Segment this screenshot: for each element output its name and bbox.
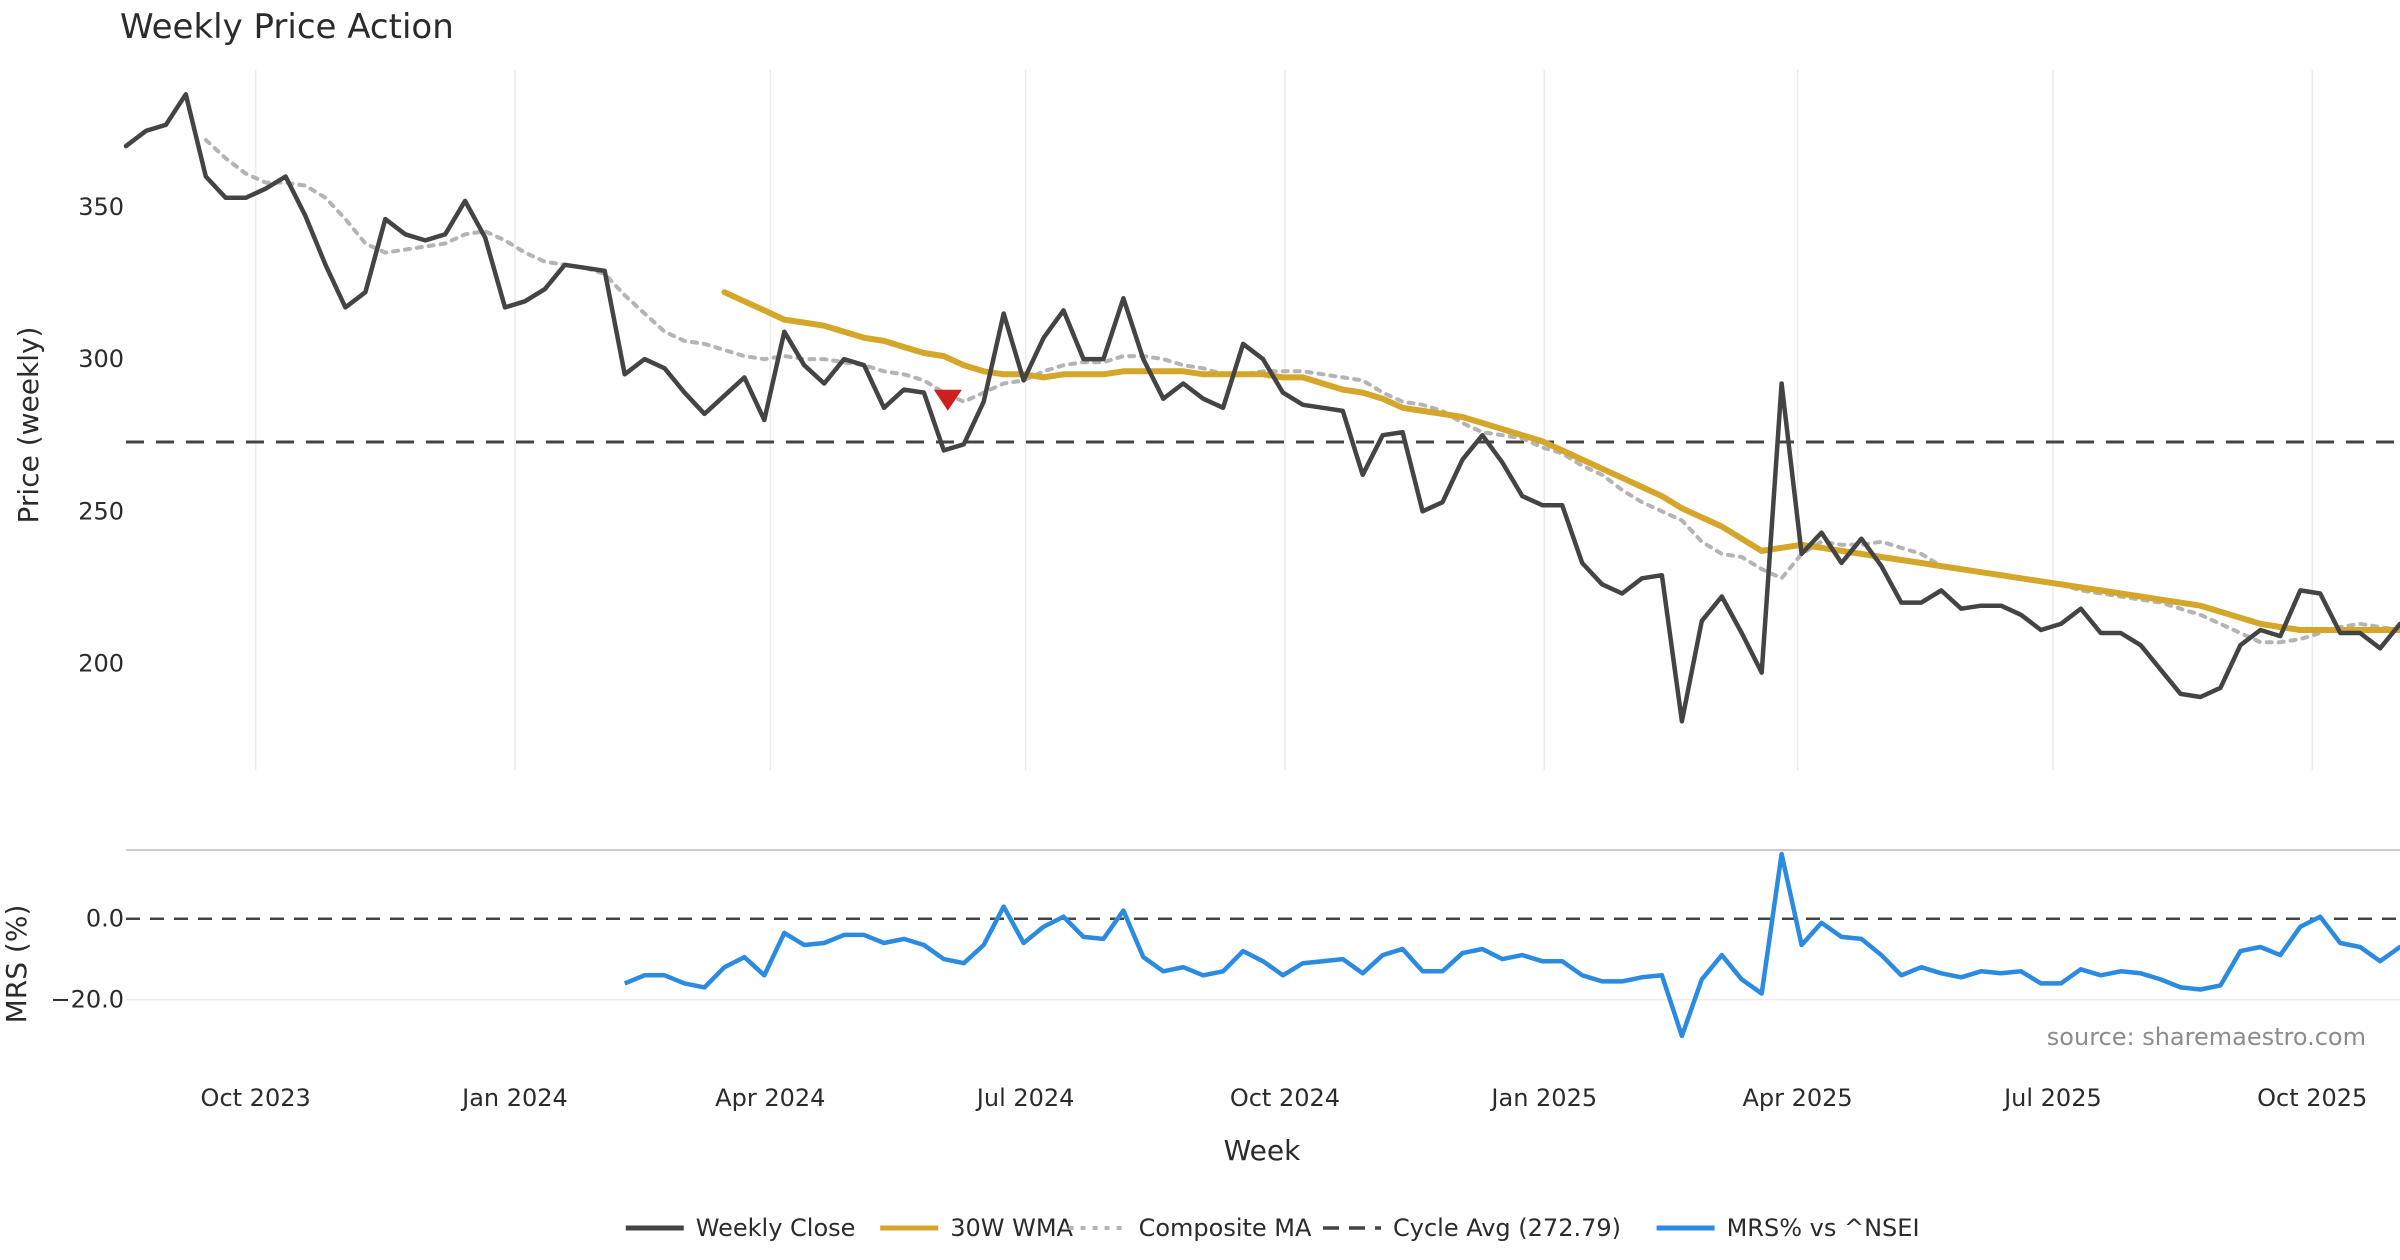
x-tick-label: Jan 2025 <box>1489 1084 1597 1112</box>
x-tick-label: Jul 2025 <box>2002 1084 2102 1112</box>
mrs-line <box>623 851 2400 1039</box>
mrs-y-tick-label: −20.0 <box>50 986 124 1014</box>
price-y-ticks: 200 250 300 350 <box>78 193 124 678</box>
price-y-tick-label: 200 <box>78 649 124 677</box>
x-tick-label: Apr 2025 <box>1742 1084 1852 1112</box>
legend-label: 30W WMA <box>950 1214 1073 1242</box>
x-tick-label: Oct 2023 <box>201 1084 311 1112</box>
x-tick-label: Oct 2024 <box>1230 1084 1340 1112</box>
price-series <box>123 92 2400 724</box>
legend-label: Composite MA <box>1139 1214 1312 1242</box>
wma-30w-line <box>721 289 2400 634</box>
price-y-tick-label: 350 <box>78 193 124 221</box>
price-panel: 200 250 300 350 <box>78 92 2400 724</box>
price-y-tick-label: 250 <box>78 497 124 525</box>
x-tick-label: Jan 2024 <box>460 1084 568 1112</box>
legend-label: MRS% vs ^NSEI <box>1727 1214 1920 1242</box>
x-axis-title: Week <box>1224 1134 1301 1167</box>
mrs-y-ticks: 0.0 −20.0 <box>50 905 2400 1014</box>
legend-item: Weekly Close <box>625 1214 856 1242</box>
x-tick-label: Oct 2025 <box>2257 1084 2367 1112</box>
legend-label: Cycle Avg (272.79) <box>1393 1214 1621 1242</box>
legend-item: Cycle Avg (272.79) <box>1323 1214 1621 1242</box>
x-tick-label: Apr 2024 <box>715 1084 825 1112</box>
legend-item: 30W WMA <box>880 1214 1074 1242</box>
vertical-gridlines <box>254 70 2313 770</box>
mrs-y-tick-label: 0.0 <box>86 905 124 933</box>
sell-signal-marker <box>933 389 962 411</box>
legend: Weekly Close 30W WMA Composite MA Cycle Avg… <box>625 1214 1920 1242</box>
price-y-axis-title: Price (weekly) <box>12 327 45 524</box>
mrs-panel: 0.0 −20.0 <box>50 851 2400 1039</box>
legend-label: Weekly Close <box>696 1214 856 1242</box>
x-tick-label: Jul 2024 <box>975 1084 1075 1112</box>
mrs-y-axis-title: MRS (%) <box>0 905 33 1024</box>
chart-title: Weekly Price Action <box>120 7 454 47</box>
legend-item: Composite MA <box>1068 1214 1312 1242</box>
legend-item: MRS% vs ^NSEI <box>1656 1214 1920 1242</box>
weekly-close-line <box>123 92 2400 724</box>
x-axis-ticks: Oct 2023 Jan 2024 Apr 2024 Jul 2024 Oct 2024… <box>201 1084 2368 1112</box>
source-label: source: sharemaestro.com <box>2047 1023 2366 1051</box>
price-y-tick-label: 300 <box>78 345 124 373</box>
mrs-series <box>623 851 2400 1039</box>
